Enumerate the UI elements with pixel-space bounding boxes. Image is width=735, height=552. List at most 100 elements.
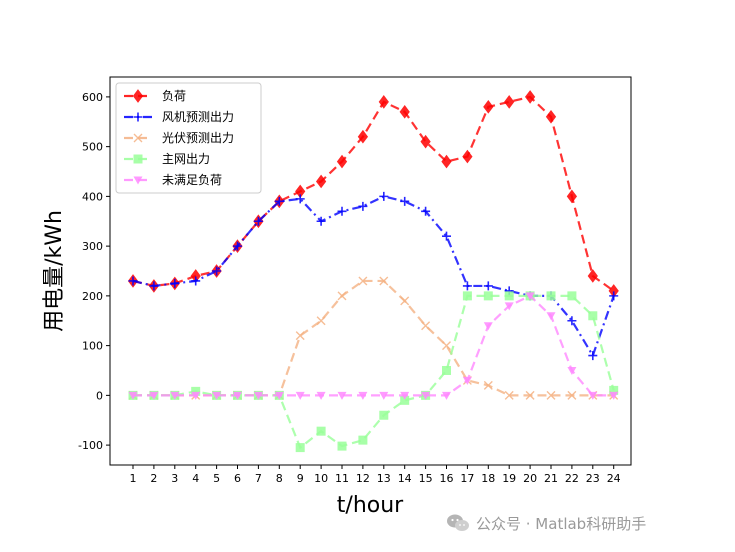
data-point [587, 269, 598, 283]
legend-swatch-marker [133, 112, 143, 122]
data-point [442, 341, 451, 351]
data-point [442, 231, 451, 241]
legend-swatch-marker [133, 133, 143, 143]
data-point [233, 241, 242, 251]
data-point [378, 95, 389, 109]
data-point [609, 291, 619, 301]
data-point [400, 395, 410, 405]
y-tick-label: 300 [82, 240, 103, 253]
data-point [336, 154, 348, 169]
data-point [400, 296, 410, 306]
data-point [462, 149, 473, 164]
data-point [483, 281, 493, 291]
data-point [379, 191, 389, 201]
legend-box [115, 82, 262, 194]
x-tick-label: 9 [297, 472, 304, 485]
watermark-text: 公众号 · Matlab科研助手 [476, 514, 647, 533]
x-tick-label: 12 [356, 472, 370, 485]
data-point [358, 435, 368, 445]
data-point [337, 206, 347, 216]
data-point [483, 380, 493, 390]
data-point [128, 391, 138, 400]
data-point [399, 104, 410, 119]
data-point [379, 276, 389, 286]
data-point [483, 100, 494, 114]
data-point [462, 376, 472, 385]
data-point [567, 316, 577, 326]
data-point [337, 291, 347, 301]
data-point [546, 291, 556, 301]
data-point [212, 391, 222, 400]
legend-label: 负荷 [162, 89, 186, 103]
x-tick-label: 15 [419, 472, 433, 485]
legend-item: 未满足负荷 [124, 173, 222, 187]
data-point [420, 134, 431, 149]
data-point [316, 316, 326, 326]
y-tick-label: 500 [82, 141, 103, 154]
data-point [524, 90, 536, 104]
legend-item: 风机预测出力 [124, 110, 234, 124]
data-point [483, 291, 493, 301]
data-point [295, 331, 305, 341]
x-axis: 1 2 3 4 5 6 7 8 9 10 11 12 13 14 15 16 17 18 19 20 21 22 23 24 [130, 465, 621, 485]
legend-label: 未满足负荷 [162, 173, 222, 187]
watermark: 公众号 · Matlab科研助手 [446, 510, 646, 536]
data-point [588, 311, 598, 321]
data-point [442, 365, 451, 375]
x-tick-label: 1 [130, 472, 137, 485]
data-point [379, 391, 389, 400]
x-tick-label: 3 [171, 472, 178, 485]
data-point [149, 391, 159, 400]
data-point [462, 291, 472, 301]
data-point [442, 391, 451, 400]
legend-swatch-marker [133, 176, 143, 185]
y-tick-label: 200 [82, 290, 103, 303]
data-point [191, 276, 201, 286]
legend-item: 主网出力 [124, 152, 210, 166]
data-point [504, 390, 514, 400]
y-tick-label: 100 [82, 340, 103, 353]
data-point [400, 196, 410, 206]
data-point [421, 321, 431, 331]
series-4 [128, 292, 619, 400]
y-tick-label: -100 [78, 439, 103, 452]
data-point [588, 351, 598, 361]
data-point [566, 189, 578, 204]
data-point [504, 95, 515, 109]
data-point [253, 216, 263, 226]
x-tick-label: 8 [276, 472, 283, 485]
x-tick-label: 2 [150, 472, 157, 485]
data-point [379, 410, 389, 420]
y-tick-label: 0 [96, 389, 103, 402]
legend-label: 主网出力 [162, 152, 210, 166]
data-point [253, 391, 263, 400]
x-tick-label: 21 [544, 472, 558, 485]
data-point [567, 291, 577, 301]
data-point [588, 391, 598, 400]
data-point [609, 391, 619, 400]
y-tick-label: 400 [82, 190, 103, 203]
x-tick-label: 16 [440, 472, 454, 485]
x-tick-label: 22 [565, 472, 579, 485]
data-point [337, 441, 347, 451]
x-tick-label: 5 [213, 472, 220, 485]
x-axis-label: t/hour [337, 493, 404, 518]
data-point [337, 391, 347, 400]
series-line [133, 294, 614, 397]
legend-item: 负荷 [124, 89, 186, 103]
x-tick-label: 11 [335, 472, 349, 485]
data-point [504, 302, 514, 311]
x-tick-label: 20 [523, 472, 537, 485]
data-point [315, 174, 327, 189]
legend-item: 光伏预测出力 [124, 131, 234, 145]
data-point [316, 426, 326, 436]
data-point [170, 391, 180, 400]
x-tick-label: 10 [314, 472, 328, 485]
data-point [295, 194, 305, 204]
data-point [567, 390, 577, 400]
data-point [149, 281, 159, 291]
data-point [421, 391, 431, 400]
data-point [295, 391, 305, 400]
y-axis: -100 0 100 200 300 400 500 600 [78, 91, 110, 452]
